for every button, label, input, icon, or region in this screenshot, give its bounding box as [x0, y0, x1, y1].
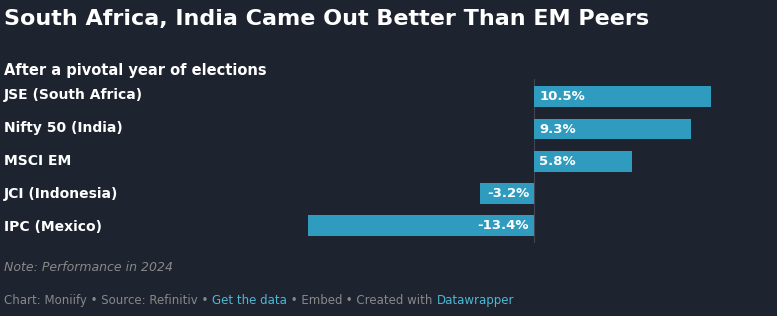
Bar [480, 183, 535, 204]
Text: Datawrapper: Datawrapper [437, 294, 514, 307]
Text: After a pivotal year of elections: After a pivotal year of elections [4, 63, 267, 78]
Text: • Embed: • Embed [287, 294, 343, 307]
Bar [535, 87, 712, 107]
Text: -3.2%: -3.2% [487, 187, 529, 200]
Text: Nifty 50 (India): Nifty 50 (India) [4, 121, 123, 135]
Bar [535, 151, 632, 172]
Text: Chart: Moniify • Source: Refinitiv •: Chart: Moniify • Source: Refinitiv • [4, 294, 212, 307]
Text: Note: Performance in 2024: Note: Performance in 2024 [4, 261, 173, 274]
Text: MSCI EM: MSCI EM [4, 154, 71, 168]
Text: 9.3%: 9.3% [539, 123, 576, 136]
Bar [535, 118, 692, 139]
Text: South Africa, India Came Out Better Than EM Peers: South Africa, India Came Out Better Than… [4, 9, 649, 29]
Text: -13.4%: -13.4% [478, 219, 529, 232]
Text: Get the data: Get the data [212, 294, 287, 307]
Bar [308, 215, 535, 236]
Text: JSE (South Africa): JSE (South Africa) [4, 88, 143, 102]
Text: JCI (Indonesia): JCI (Indonesia) [4, 187, 118, 201]
Text: IPC (Mexico): IPC (Mexico) [4, 220, 102, 234]
Text: 5.8%: 5.8% [539, 155, 576, 168]
Text: 10.5%: 10.5% [539, 90, 585, 103]
Text: • Created with: • Created with [343, 294, 437, 307]
